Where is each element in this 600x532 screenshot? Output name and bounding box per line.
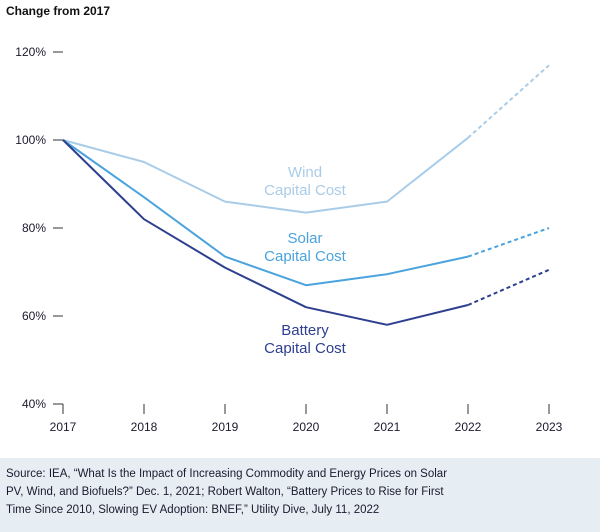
source-line-2: PV, Wind, and Biofuels?” Dec. 1, 2021; R… — [6, 486, 444, 498]
series-projected-segment — [467, 227, 550, 258]
x-tick-label: 2023 — [536, 420, 563, 434]
x-tick-label: 2021 — [374, 420, 401, 434]
line-chart: Change from 2017 40%60%80%100%120% 2017 2… — [6, 4, 563, 434]
series-layer — [62, 64, 550, 326]
x-tick-label: 2022 — [455, 420, 482, 434]
series-line — [62, 139, 550, 287]
chart-title: Change from 2017 — [6, 4, 110, 18]
y-tick-label: 60% — [22, 309, 46, 323]
series-projected-segment — [467, 268, 550, 306]
source-note: Source: IEA, “What Is the Impact of Incr… — [0, 458, 600, 532]
x-tick-label: 2018 — [131, 420, 158, 434]
series-line — [62, 64, 550, 214]
series-label: Capital Cost — [264, 182, 347, 199]
series-label: Battery — [281, 322, 329, 339]
series-solid-segment — [62, 139, 469, 326]
series-label: Capital Cost — [264, 340, 347, 357]
x-tick-label: 2019 — [212, 420, 239, 434]
source-line-1: Source: IEA, “What Is the Impact of Incr… — [6, 468, 448, 480]
y-axis: 40% 60% 80% 100% 120% — [15, 45, 64, 414]
series-solid-segment — [62, 139, 469, 287]
series-label: Capital Cost — [264, 248, 347, 265]
x-axis: 2017 2018 2019 2020 2021 2022 2023 — [50, 404, 563, 434]
y-tick-label: 100% — [15, 133, 46, 147]
series-line — [62, 139, 550, 326]
source-line-3: Time Since 2010, Slowing EV Adoption: BN… — [6, 504, 380, 516]
x-tick-label: 2020 — [293, 420, 320, 434]
x-tick-label: 2017 — [50, 420, 77, 434]
y-tick-label: 120% — [15, 45, 46, 59]
series-label: Wind — [288, 164, 322, 181]
y-tick-label: 40% — [22, 397, 46, 411]
series-solid-segment — [62, 137, 469, 214]
series-projected-segment — [467, 64, 550, 139]
y-tick-label: 80% — [22, 221, 46, 235]
series-label: Solar — [287, 230, 322, 247]
